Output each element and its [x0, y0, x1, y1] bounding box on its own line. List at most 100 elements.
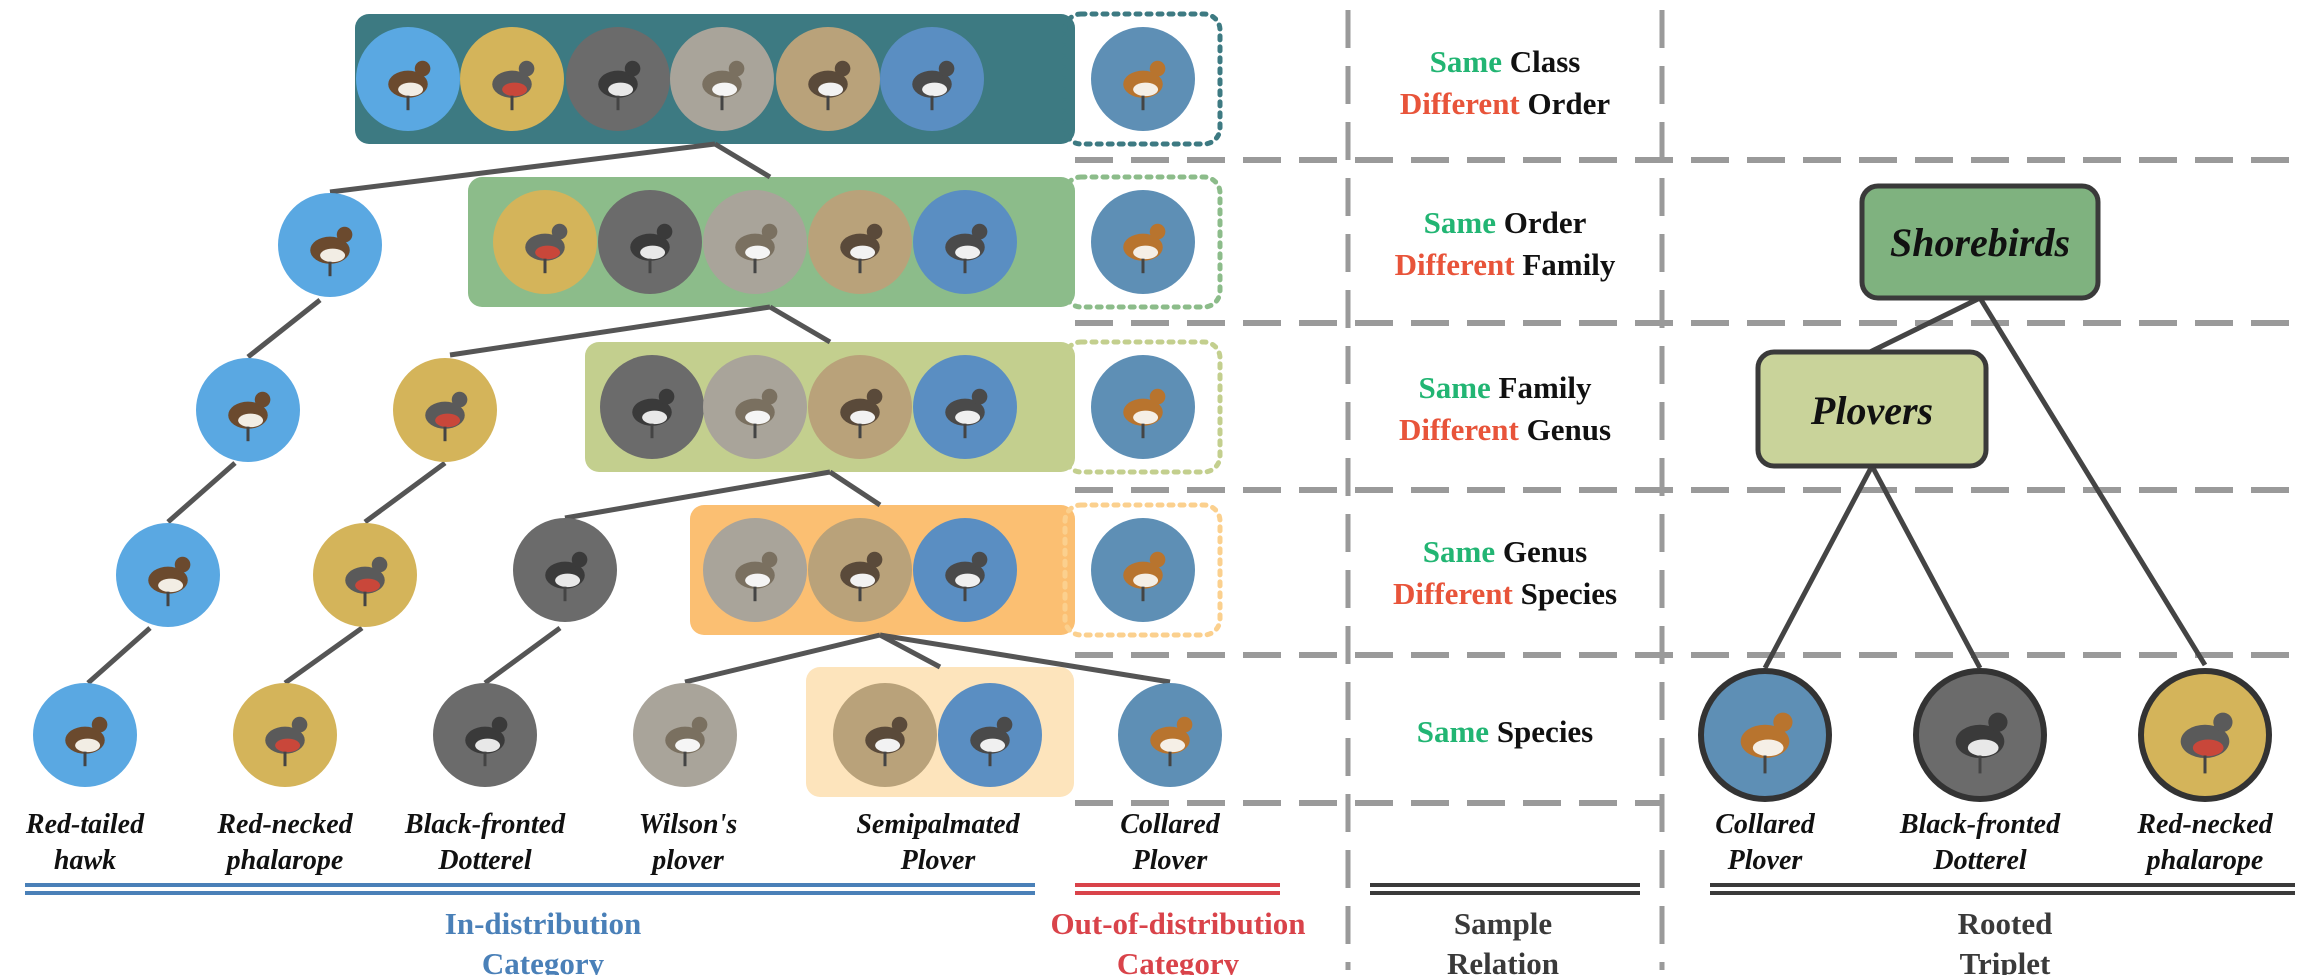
row3-diff-rank: Genus	[1527, 412, 1611, 447]
ood-label-1: Out-of-distribution	[1051, 906, 1306, 941]
in-dist-label-2: Category	[482, 946, 605, 975]
bird-photo-icon	[278, 193, 382, 297]
row2-diff-rank: Family	[1522, 247, 1615, 282]
bird-photo-icon	[313, 523, 417, 627]
ood-box-order	[1062, 174, 1223, 310]
row1-diff: Different	[1400, 86, 1521, 121]
label-black-fronted-1: Black-fronted	[404, 809, 566, 840]
sample-relation-column: Same Class Different Order Same Order Di…	[1393, 44, 1617, 749]
rooted-triplet-label-2: Triplet	[1960, 946, 2051, 975]
row4-rank: Genus	[1503, 534, 1587, 569]
sample-relation-label-2: Relation	[1447, 946, 1559, 975]
row1-rank: Class	[1510, 44, 1581, 79]
row5-rank: Species	[1497, 714, 1593, 749]
plovers-node	[1755, 349, 1989, 469]
row2-rank: Order	[1504, 205, 1587, 240]
triplet-label-red-necked-2: phalarope	[2145, 845, 2264, 876]
svg-text:Same Order: Same Order	[1424, 205, 1587, 240]
row5-same: Same	[1417, 714, 1489, 749]
triplet-label-collared-2: Plover	[1727, 845, 1804, 876]
bird-photo-icon	[776, 27, 880, 131]
bird-photo-icon	[938, 683, 1042, 787]
ood-box-family	[1062, 339, 1223, 475]
bird-photo-icon	[2138, 668, 2272, 802]
label-red-tailed-1: Red-tailed	[25, 809, 145, 840]
bird-photo-icon	[913, 355, 1017, 459]
bird-photo-icon	[703, 190, 807, 294]
label-semipalmated-1: Semipalmated	[856, 809, 1020, 840]
bird-photo-icon	[513, 518, 617, 622]
bird-photos	[33, 27, 2272, 802]
bird-photo-icon	[493, 190, 597, 294]
bird-photo-icon	[1091, 27, 1195, 131]
label-red-necked-2: phalarope	[225, 845, 344, 876]
svg-text:Different Order: Different Order	[1400, 86, 1611, 121]
bird-photo-icon	[913, 190, 1017, 294]
row3-rank: Family	[1499, 370, 1592, 405]
row-separators	[1075, 157, 2290, 806]
bird-photo-icon	[808, 190, 912, 294]
bird-photo-icon	[880, 27, 984, 131]
bird-photo-icon	[600, 355, 704, 459]
bird-photo-icon	[233, 683, 337, 787]
bird-photo-icon	[913, 518, 1017, 622]
ood-box-class	[1062, 11, 1223, 147]
bird-photo-icon	[433, 683, 537, 787]
shorebirds-node	[1859, 183, 2101, 301]
bird-photo-icon	[808, 355, 912, 459]
triplet-label-collared-1: Collared	[1715, 809, 1816, 840]
label-black-fronted-2: Dotterel	[437, 845, 532, 876]
bird-photo-icon	[598, 190, 702, 294]
bird-photo-icon	[703, 518, 807, 622]
svg-text:Same Species: Same Species	[1417, 714, 1594, 749]
label-wilson-1: Wilson's	[639, 809, 738, 840]
ood-label-2: Category	[1117, 946, 1240, 975]
row3-same: Same	[1418, 370, 1490, 405]
row2-same: Same	[1424, 205, 1496, 240]
rooted-triplet-tree: Shorebirds Plovers	[1755, 183, 2208, 670]
bird-photo-icon	[116, 523, 220, 627]
bird-photo-icon	[460, 27, 564, 131]
species-labels: Red-tailed hawk Red-necked phalarope Bla…	[25, 809, 2274, 876]
bird-photo-icon	[633, 683, 737, 787]
ood-box-genus	[1062, 502, 1223, 638]
column-separators	[1345, 10, 1665, 970]
row4-same: Same	[1423, 534, 1495, 569]
group-underlines	[25, 883, 2295, 895]
shorebirds-label: Shorebirds	[1890, 220, 2070, 265]
row1-same: Same	[1430, 44, 1502, 79]
bird-photo-icon	[196, 358, 300, 462]
svg-text:Same Class: Same Class	[1430, 44, 1581, 79]
svg-text:Different Genus: Different Genus	[1399, 412, 1611, 447]
label-red-necked-1: Red-necked	[216, 809, 353, 840]
triplet-label-red-necked-1: Red-necked	[2136, 809, 2273, 840]
row2-diff: Different	[1395, 247, 1516, 282]
bird-photo-icon	[670, 27, 774, 131]
triplet-label-black-fronted-2: Dotterel	[1932, 845, 2027, 876]
bird-photo-icon	[1091, 190, 1195, 294]
bird-photo-icon	[1118, 683, 1222, 787]
bird-photo-icon	[1091, 518, 1195, 622]
label-collared-1: Collared	[1120, 809, 1221, 840]
triplet-label-black-fronted-1: Black-fronted	[1899, 809, 2061, 840]
svg-text:Same Family: Same Family	[1418, 370, 1592, 405]
bird-photo-icon	[393, 358, 497, 462]
label-collared-2: Plover	[1132, 845, 1209, 876]
bird-photo-icon	[1698, 668, 1832, 802]
bird-photo-icon	[808, 518, 912, 622]
row4-diff: Different	[1393, 576, 1514, 611]
bird-photo-icon	[33, 683, 137, 787]
bird-photo-icon	[1913, 668, 2047, 802]
row3-diff: Different	[1399, 412, 1520, 447]
plovers-label: Plovers	[1810, 388, 1933, 433]
bird-photo-icon	[356, 27, 460, 131]
label-red-tailed-2: hawk	[54, 845, 116, 876]
in-dist-label-1: In-distribution	[445, 906, 641, 941]
svg-text:Different Family: Different Family	[1395, 247, 1616, 282]
bird-photo-icon	[703, 355, 807, 459]
row4-diff-rank: Species	[1521, 576, 1617, 611]
svg-text:Same Genus: Same Genus	[1423, 534, 1588, 569]
label-wilson-2: plover	[650, 845, 725, 876]
rooted-triplet-label-1: Rooted	[1958, 906, 2053, 941]
